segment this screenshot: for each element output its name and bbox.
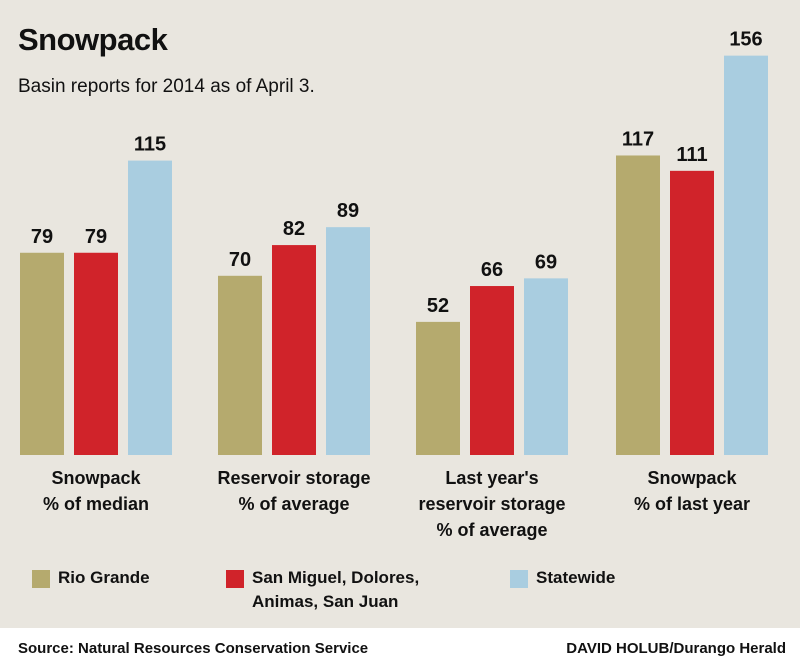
bar-statewide-3 <box>524 278 568 455</box>
data-label-statewide-1: 115 <box>134 134 166 156</box>
data-label-statewide-4: 156 <box>729 29 762 51</box>
legend-swatch-rio-grande <box>32 570 50 588</box>
legend-swatch-statewide <box>510 570 528 588</box>
data-label-san-miguel-dolores-animas-san-juan-3: 66 <box>481 259 503 281</box>
legend-item-rio-grande: Rio Grande <box>32 566 150 590</box>
bar-statewide-4 <box>724 55 768 455</box>
category-label-line: reservoir storage <box>418 494 566 514</box>
category-label-3: Last year's reservoir storage % of average <box>392 465 592 543</box>
category-label-line: % of last year <box>633 494 751 514</box>
bar-san-miguel-dolores-animas-san-juan-4 <box>670 170 714 455</box>
legend-item-san-miguel: San Miguel, Dolores, Animas, San Juan <box>226 566 419 614</box>
data-label-san-miguel-dolores-animas-san-juan-4: 111 <box>676 144 707 166</box>
category-label-line: % of average <box>436 520 548 540</box>
bar-san-miguel-dolores-animas-san-juan-1 <box>74 252 118 455</box>
data-label-rio-grande-2: 70 <box>229 249 251 271</box>
category-label-2: Reservoir storage % of average <box>194 465 394 517</box>
data-label-san-miguel-dolores-animas-san-juan-1: 79 <box>85 226 107 248</box>
data-label-rio-grande-3: 52 <box>427 295 449 317</box>
credit-line: DAVID HOLUB/Durango Herald <box>566 640 786 657</box>
bar-rio-grande-1 <box>20 252 64 455</box>
bar-rio-grande-2 <box>218 275 262 455</box>
category-label-line: Last year's <box>445 468 539 488</box>
source-note: Source: Natural Resources Conservation S… <box>18 640 369 657</box>
legend-label-line-2: Animas, San Juan <box>252 592 399 611</box>
legend-item-statewide: Statewide <box>510 566 615 590</box>
category-label-4: Snowpack % of last year <box>592 465 792 517</box>
chart-title: Snowpack <box>18 22 168 57</box>
bar-san-miguel-dolores-animas-san-juan-3 <box>470 286 514 455</box>
bar-statewide-1 <box>128 160 172 455</box>
bar-chart: 79 70 52 117 79 82 66 111 115 89 69 156 <box>20 29 768 456</box>
bar-rio-grande-3 <box>416 321 460 455</box>
category-label-1: Snowpack % of median <box>0 465 196 517</box>
bar-rio-grande-4 <box>616 155 660 456</box>
category-label-line: % of median <box>42 494 149 514</box>
chart-subtitle: Basin reports for 2014 as of April 3. <box>18 76 315 97</box>
legend-label-line-1: San Miguel, Dolores, <box>252 568 420 587</box>
data-label-statewide-2: 89 <box>337 200 359 222</box>
data-label-rio-grande-1: 79 <box>31 226 53 248</box>
legend-label: Rio Grande <box>58 568 150 587</box>
category-label-line: Snowpack <box>51 468 141 488</box>
legend-label: Statewide <box>536 568 616 587</box>
category-label-line: Reservoir storage <box>217 468 371 488</box>
category-label-line: % of average <box>238 494 350 514</box>
data-label-san-miguel-dolores-animas-san-juan-2: 82 <box>283 218 305 240</box>
legend-swatch-san-miguel <box>226 570 244 588</box>
data-label-statewide-3: 69 <box>535 251 557 273</box>
bar-statewide-2 <box>326 227 370 455</box>
bar-san-miguel-dolores-animas-san-juan-2 <box>272 245 316 455</box>
category-label-line: Snowpack <box>647 468 737 488</box>
data-label-rio-grande-4: 117 <box>622 128 654 150</box>
